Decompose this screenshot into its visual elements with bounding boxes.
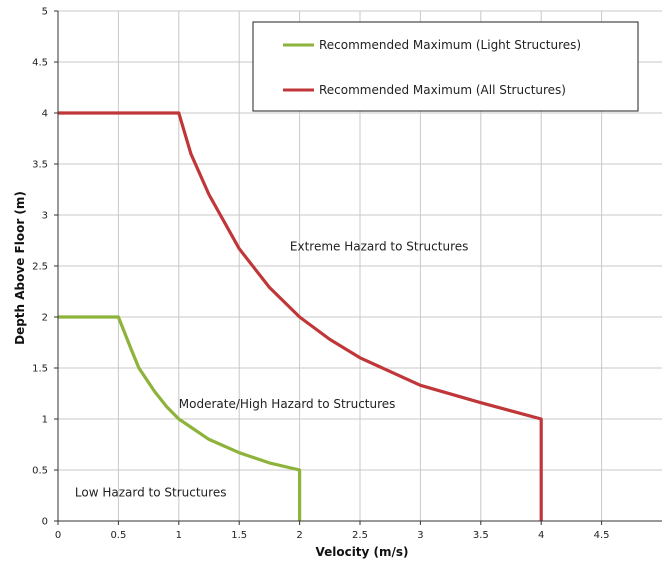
x-tick-label: 4.5	[594, 530, 610, 541]
y-tick-label: 0	[42, 517, 48, 528]
y-tick-label: 4.5	[32, 58, 48, 69]
legend-box	[252, 21, 639, 112]
x-axis-title: Velocity (m/s)	[315, 545, 408, 559]
series-line-1	[58, 111, 543, 521]
x-tick-label: 0.5	[110, 530, 126, 541]
x-tick-label: 1.5	[231, 530, 247, 541]
y-tick-label: 2	[42, 313, 48, 324]
x-tick-label: 4	[538, 530, 544, 541]
y-tick-labels: 0 0.5 1 1.5 2 2.5 3 3.5 4 4.5 5	[32, 7, 58, 528]
y-tick-label: 3.5	[32, 160, 48, 171]
legend: Recommended Maximum (Light Structures) R…	[252, 21, 639, 112]
annotation-label: Moderate/High Hazard to Structures	[179, 397, 396, 411]
annotations: Extreme Hazard to Structures Moderate/Hig…	[75, 240, 468, 500]
y-tick-label: 3	[42, 211, 48, 222]
y-tick-label: 5	[42, 7, 48, 18]
x-tick-label: 0	[55, 530, 61, 541]
y-tick-label: 4	[42, 109, 48, 120]
legend-label-light: Recommended Maximum (Light Structures)	[319, 38, 581, 52]
x-tick-labels: 0 0.5 1 1.5 2 2.5 3 3.5 4 4.5	[55, 521, 610, 541]
x-tick-label: 3.5	[473, 530, 489, 541]
x-tick-label: 1	[176, 530, 182, 541]
series-line-0	[58, 315, 302, 521]
y-axis-title: Depth Above Floor (m)	[13, 191, 27, 345]
legend-label-all: Recommended Maximum (All Structures)	[319, 83, 566, 97]
series-layer	[58, 111, 543, 521]
y-tick-label: 0.5	[32, 466, 48, 477]
y-tick-label: 1	[42, 415, 48, 426]
x-tick-label: 2.5	[352, 530, 368, 541]
annotation-label: Low Hazard to Structures	[75, 486, 227, 500]
y-tick-label: 1.5	[32, 364, 48, 375]
x-tick-label: 2	[296, 530, 302, 541]
x-tick-label: 3	[417, 530, 423, 541]
annotation-label: Extreme Hazard to Structures	[290, 240, 468, 254]
y-tick-label: 2.5	[32, 262, 48, 273]
